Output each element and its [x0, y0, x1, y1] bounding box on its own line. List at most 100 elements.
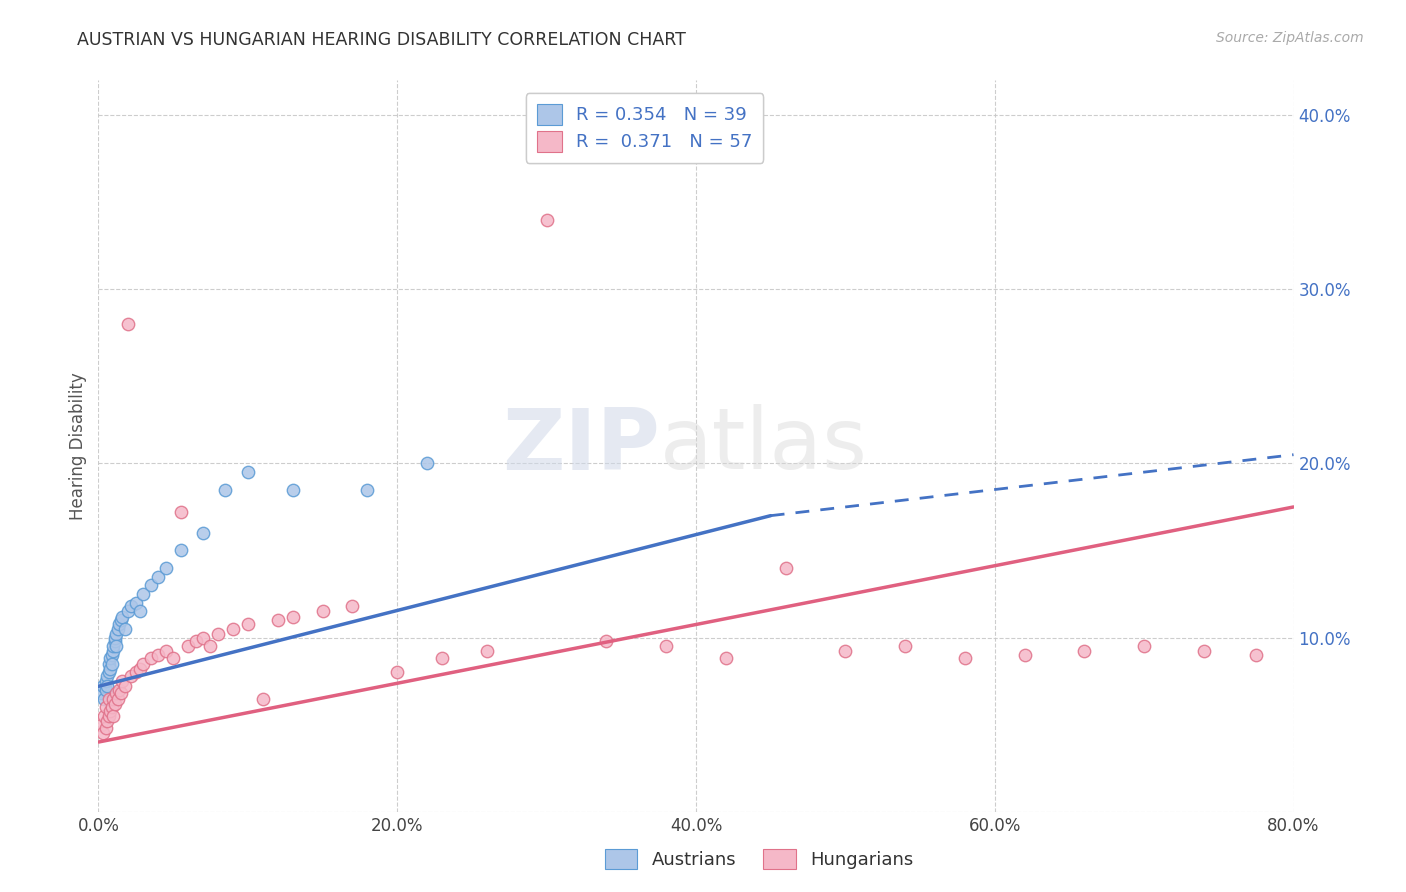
Point: [104, 631, 127, 645]
Point: [252, 691, 274, 706]
Point: [148, 569, 170, 583]
Point: [834, 644, 856, 658]
Point: [191, 631, 214, 645]
Point: [1192, 644, 1215, 658]
Point: [101, 648, 124, 662]
Point: [101, 700, 124, 714]
Point: [94, 721, 117, 735]
Y-axis label: Hearing Disability: Hearing Disability: [69, 372, 87, 520]
Point: [184, 634, 207, 648]
Point: [108, 616, 131, 631]
Point: [132, 657, 155, 671]
Point: [93, 709, 115, 723]
Point: [281, 609, 304, 624]
Point: [96, 669, 118, 683]
Point: [101, 657, 124, 671]
Point: [1073, 644, 1095, 658]
Legend: R = 0.354   N = 39, R =  0.371   N = 57: R = 0.354 N = 39, R = 0.371 N = 57: [526, 93, 763, 162]
Point: [177, 640, 200, 654]
Point: [125, 596, 148, 610]
Point: [155, 561, 177, 575]
Point: [107, 622, 129, 636]
Point: [1014, 648, 1036, 662]
Legend: Austrians, Hungarians: Austrians, Hungarians: [596, 839, 922, 879]
Point: [117, 317, 139, 331]
Point: [953, 651, 976, 665]
Point: [714, 651, 737, 665]
Point: [108, 682, 131, 697]
Point: [267, 613, 290, 627]
Point: [416, 457, 439, 471]
Point: [104, 697, 127, 711]
Point: [105, 627, 128, 641]
Point: [207, 627, 229, 641]
Point: [103, 640, 125, 654]
Point: [214, 483, 236, 497]
Point: [94, 700, 117, 714]
Point: [169, 505, 191, 519]
Point: [655, 640, 678, 654]
Point: [96, 714, 118, 728]
Point: [91, 726, 114, 740]
Point: [236, 616, 259, 631]
Point: [148, 648, 170, 662]
Point: [169, 543, 191, 558]
Point: [97, 691, 120, 706]
Point: [139, 651, 162, 665]
Point: [105, 640, 128, 654]
Point: [103, 709, 125, 723]
Point: [281, 483, 304, 497]
Point: [98, 651, 122, 665]
Point: [103, 691, 125, 706]
Point: [430, 651, 453, 665]
Point: [97, 657, 120, 671]
Point: [104, 634, 127, 648]
Point: [1133, 640, 1156, 654]
Point: [103, 644, 125, 658]
Point: [139, 578, 162, 592]
Point: [97, 665, 120, 680]
Point: [775, 561, 797, 575]
Point: [894, 640, 917, 654]
Text: atlas: atlas: [661, 404, 868, 488]
Point: [342, 599, 364, 614]
Text: Source: ZipAtlas.com: Source: ZipAtlas.com: [1216, 31, 1364, 45]
Point: [97, 709, 120, 723]
Point: [117, 604, 139, 618]
Point: [114, 622, 136, 636]
Point: [475, 644, 498, 658]
Point: [311, 604, 333, 618]
Point: [536, 212, 558, 227]
Point: [111, 609, 134, 624]
Point: [94, 682, 117, 697]
Point: [93, 691, 115, 706]
Point: [356, 483, 378, 497]
Point: [129, 662, 152, 676]
Text: AUSTRIAN VS HUNGARIAN HEARING DISABILITY CORRELATION CHART: AUSTRIAN VS HUNGARIAN HEARING DISABILITY…: [77, 31, 686, 49]
Point: [91, 679, 114, 693]
Point: [200, 640, 222, 654]
Point: [110, 613, 132, 627]
Point: [98, 704, 122, 718]
Point: [105, 686, 128, 700]
Point: [90, 686, 112, 700]
Point: [94, 674, 117, 689]
Point: [129, 604, 152, 618]
Point: [162, 651, 184, 665]
Text: ZIP: ZIP: [502, 404, 661, 488]
Point: [111, 674, 134, 689]
Point: [1244, 648, 1267, 662]
Point: [114, 679, 136, 693]
Point: [90, 717, 112, 731]
Point: [595, 634, 617, 648]
Point: [96, 679, 118, 693]
Point: [98, 662, 122, 676]
Point: [120, 599, 142, 614]
Point: [110, 686, 132, 700]
Point: [385, 665, 409, 680]
Point: [222, 622, 245, 636]
Point: [236, 465, 259, 479]
Point: [132, 587, 155, 601]
Point: [155, 644, 177, 658]
Point: [125, 665, 148, 680]
